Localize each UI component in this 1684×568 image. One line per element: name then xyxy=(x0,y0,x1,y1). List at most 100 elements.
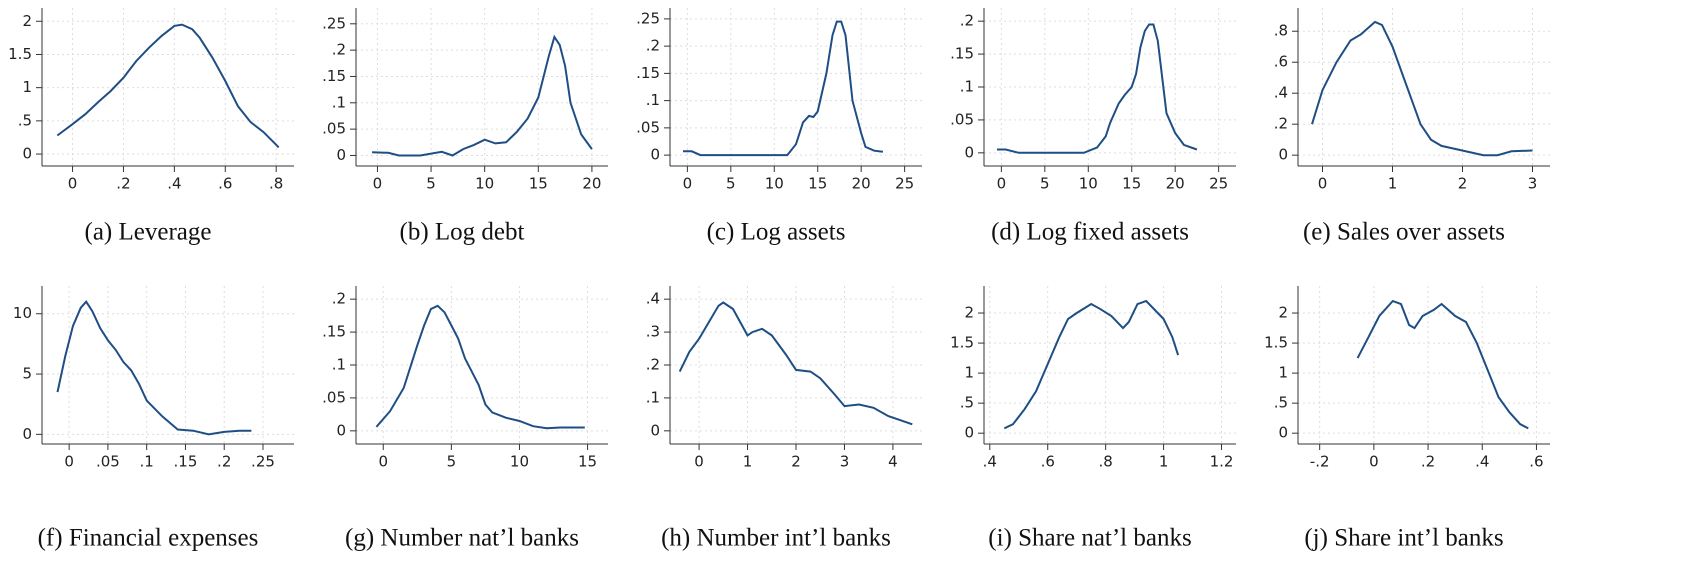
y-tick-label: .2 xyxy=(646,37,660,55)
y-tick-label: .15 xyxy=(322,67,346,85)
x-tick-label: 10 xyxy=(510,453,529,471)
density-line xyxy=(1356,299,1529,430)
y-tick-label: 0 xyxy=(1278,424,1288,442)
caption: (i) Share nat’l banks xyxy=(988,525,1191,552)
x-tick-label: 1.2 xyxy=(1210,453,1234,471)
caption: (d) Log fixed assets xyxy=(991,219,1189,246)
y-tick-label: .1 xyxy=(960,78,974,96)
y-tick-label: 0 xyxy=(22,145,32,163)
x-tick-label: 5 xyxy=(726,175,736,193)
y-tick-label: .5 xyxy=(960,394,974,412)
density-line xyxy=(997,23,1198,154)
caption: (a) Leverage xyxy=(85,219,212,246)
y-tick-label: 1.5 xyxy=(1264,334,1288,352)
x-tick-label: .8 xyxy=(1098,453,1112,471)
caption: (c) Log assets xyxy=(707,219,846,246)
density-line xyxy=(372,34,593,157)
y-tick-label: 2 xyxy=(22,12,32,30)
x-tick-label: .4 xyxy=(983,453,997,471)
x-tick-label: 25 xyxy=(1209,175,1228,193)
x-tick-label: 0 xyxy=(1369,453,1379,471)
y-tick-label: 0 xyxy=(22,425,32,443)
y-tick-label: .4 xyxy=(1274,84,1288,102)
density-line xyxy=(56,23,280,149)
x-tick-label: .6 xyxy=(1529,453,1543,471)
y-tick-label: .15 xyxy=(950,45,974,63)
x-tick-label: 15 xyxy=(808,175,827,193)
x-tick-label: .6 xyxy=(218,175,232,193)
x-tick-label: .2 xyxy=(1421,453,1435,471)
x-tick-label: 15 xyxy=(578,453,597,471)
y-tick-label: 0 xyxy=(336,146,346,164)
y-tick-label: .6 xyxy=(1274,53,1288,71)
x-tick-label: 15 xyxy=(529,175,548,193)
y-tick-label: 1 xyxy=(964,364,974,382)
density-line xyxy=(1003,299,1180,430)
x-tick-label: .1 xyxy=(140,453,154,471)
x-tick-label: 3 xyxy=(1528,175,1538,193)
y-tick-label: .1 xyxy=(332,356,346,374)
y-tick-label: .4 xyxy=(646,290,660,308)
y-tick-label: .2 xyxy=(960,12,974,30)
x-tick-label: 1 xyxy=(1159,453,1169,471)
x-tick-label: .4 xyxy=(167,175,181,193)
x-tick-label: 10 xyxy=(1079,175,1098,193)
x-tick-label: 15 xyxy=(1122,175,1141,193)
y-tick-label: .2 xyxy=(646,356,660,374)
y-tick-label: 0 xyxy=(650,421,660,439)
x-tick-label: 1 xyxy=(1388,175,1398,193)
x-tick-label: .2 xyxy=(217,453,231,471)
y-tick-label: .1 xyxy=(332,93,346,111)
density-line xyxy=(678,301,913,426)
x-tick-label: 10 xyxy=(475,175,494,193)
x-tick-label: 20 xyxy=(582,175,601,193)
y-tick-label: 1 xyxy=(22,78,32,96)
x-tick-label: .25 xyxy=(251,453,275,471)
x-tick-label: 3 xyxy=(840,453,850,471)
y-tick-label: .05 xyxy=(322,120,346,138)
caption: (j) Share int’l banks xyxy=(1304,525,1503,552)
x-tick-label: 0 xyxy=(1318,175,1328,193)
x-tick-label: .8 xyxy=(269,175,283,193)
x-tick-label: 5 xyxy=(426,175,436,193)
x-tick-label: 25 xyxy=(895,175,914,193)
y-tick-label: .05 xyxy=(322,388,346,406)
x-tick-label: 4 xyxy=(888,453,898,471)
y-tick-label: 2 xyxy=(1278,304,1288,322)
y-tick-label: .1 xyxy=(646,91,660,109)
caption: (h) Number int’l banks xyxy=(661,525,891,552)
y-tick-label: 0 xyxy=(336,421,346,439)
y-tick-label: 0 xyxy=(650,146,660,164)
y-tick-label: .2 xyxy=(332,41,346,59)
y-tick-label: 5 xyxy=(22,365,32,383)
x-tick-label: .4 xyxy=(1475,453,1489,471)
x-tick-label: 20 xyxy=(852,175,871,193)
x-tick-label: 2 xyxy=(791,453,801,471)
y-tick-label: 1.5 xyxy=(8,45,32,63)
y-tick-label: .1 xyxy=(646,388,660,406)
y-tick-label: .25 xyxy=(322,14,346,32)
x-tick-label: 0 xyxy=(68,175,78,193)
x-tick-label: 5 xyxy=(1040,175,1050,193)
x-tick-label: 0 xyxy=(64,453,74,471)
y-tick-label: 0 xyxy=(1278,146,1288,164)
density-line xyxy=(375,304,585,430)
x-tick-label: 0 xyxy=(378,453,388,471)
y-tick-label: .8 xyxy=(1274,22,1288,40)
y-tick-label: .2 xyxy=(1274,115,1288,133)
y-tick-label: 0 xyxy=(964,143,974,161)
x-tick-label: 0 xyxy=(694,453,704,471)
y-tick-label: 1.5 xyxy=(950,334,974,352)
y-tick-label: .15 xyxy=(322,323,346,341)
y-tick-label: 10 xyxy=(13,304,32,322)
y-tick-label: 0 xyxy=(964,424,974,442)
x-tick-label: -.2 xyxy=(1310,453,1330,471)
x-tick-label: .15 xyxy=(174,453,198,471)
x-tick-label: 1 xyxy=(743,453,753,471)
x-tick-label: 10 xyxy=(765,175,784,193)
x-tick-label: 2 xyxy=(1458,175,1468,193)
density-line xyxy=(56,300,252,436)
y-tick-label: .05 xyxy=(950,110,974,128)
